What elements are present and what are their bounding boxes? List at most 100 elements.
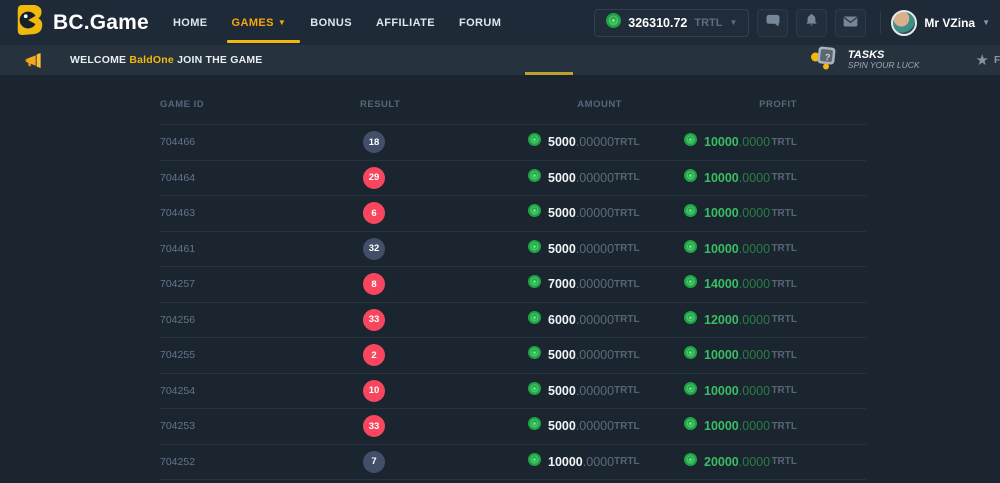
- amount-currency: TRTL: [614, 385, 640, 397]
- amount-currency: TRTL: [614, 243, 640, 255]
- result-cell: 33: [360, 308, 525, 331]
- amount-decimals: .00000: [575, 206, 615, 221]
- game-id-cell: 704256: [160, 313, 196, 326]
- chevron-down-icon: ▼: [982, 18, 990, 27]
- table-row[interactable]: 704466 18 5000 .00000 TRTL 10000 .0000 T…: [160, 124, 866, 160]
- table-row[interactable]: 704256 33 6000 .00000 TRTL 12000 .0000 T…: [160, 301, 866, 338]
- brand-logo[interactable]: BC.Game: [14, 4, 149, 41]
- profit-currency: TRTL: [771, 385, 797, 397]
- profit-cell: 10000 .0000 TRTL: [681, 239, 866, 258]
- profit-decimals: .0000: [738, 277, 771, 292]
- table-row[interactable]: 704252 7 10000 .0000 TRTL 20000 .0000 TR…: [160, 443, 866, 480]
- amount-cell: 5000 .00000 TRTL: [525, 204, 681, 222]
- amount-cell: 10000 .0000 TRTL: [525, 452, 681, 471]
- tasks-title: TASKS: [847, 48, 885, 61]
- profit-integer: 10000: [704, 348, 739, 363]
- table-row[interactable]: 704257 8 7000 .00000 TRTL 14000 .0000 TR…: [160, 266, 866, 302]
- game-id-cell: 704252: [160, 455, 196, 468]
- result-badge: 8: [363, 273, 385, 296]
- coin-icon: [684, 417, 697, 435]
- profit-currency: TRTL: [771, 456, 797, 468]
- coin-icon: [684, 310, 697, 329]
- result-badge: 33: [363, 308, 385, 331]
- profit-decimals: .0000: [738, 170, 771, 185]
- result-badge: 7: [363, 450, 385, 473]
- table-row[interactable]: 704253 33 5000 .00000 TRTL 10000 .0000 T…: [160, 408, 866, 444]
- amount-integer: 5000: [548, 241, 576, 256]
- profit-cell: 10000 .0000 TRTL: [681, 346, 866, 364]
- user-menu[interactable]: Mr VZina ▼: [891, 9, 990, 36]
- bets-table-header: GAME ID RESULT AMOUNT PROFIT: [160, 75, 866, 124]
- main-menu: HOME GAMES ▼ BONUS AFFILIATE FORUM: [173, 0, 501, 45]
- profit-integer: 14000: [704, 277, 739, 292]
- amount-currency: TRTL: [614, 172, 640, 184]
- table-row[interactable]: 704255 2 5000 .00000 TRTL 10000 .0000 TR…: [160, 337, 866, 373]
- coin-icon: [684, 275, 697, 293]
- balance-selector[interactable]: 326310.72 TRTL ▼: [594, 8, 750, 37]
- table-row[interactable]: 704463 6 5000 .00000 TRTL 10000 .0000 TR…: [160, 195, 866, 231]
- messages-button[interactable]: [835, 8, 867, 37]
- navbar-right: 326310.72 TRTL ▼ Mr VZina ▼: [594, 8, 990, 37]
- coin-icon: [684, 346, 697, 364]
- result-badge: 6: [363, 202, 385, 225]
- menu-item-games[interactable]: GAMES ▼: [226, 16, 300, 43]
- menu-item-bonus[interactable]: BONUS: [310, 16, 352, 29]
- amount-decimals: .00000: [575, 241, 615, 256]
- amount-currency: TRTL: [614, 314, 640, 326]
- profit-currency: TRTL: [771, 278, 797, 290]
- menu-item-forum[interactable]: FORUM: [458, 16, 502, 29]
- amount-integer: 5000: [548, 206, 576, 221]
- profit-currency: TRTL: [771, 420, 797, 432]
- tasks-text: TASKS SPIN YOUR LUCK: [848, 49, 920, 71]
- menu-item-affiliate[interactable]: AFFILIATE: [375, 16, 435, 29]
- result-badge: 10: [363, 379, 385, 402]
- profit-currency: TRTL: [771, 314, 797, 326]
- chevron-down-icon: ▼: [729, 18, 738, 27]
- bell-icon: [805, 13, 818, 32]
- chat-bubble-icon: [765, 14, 780, 32]
- user-name: Mr VZina: [924, 15, 976, 30]
- header-result: RESULT: [360, 99, 401, 110]
- chevron-down-icon: ▼: [277, 18, 287, 27]
- amount-cell: 5000 .00000 TRTL: [525, 346, 681, 364]
- coin-icon: [684, 168, 697, 187]
- amount-cell: 6000 .00000 TRTL: [525, 310, 681, 329]
- result-cell: 2: [360, 344, 525, 367]
- coin-icon: [528, 346, 541, 364]
- amount-integer: 10000: [548, 454, 583, 469]
- welcome-message: WELCOME BaldOne JOIN THE GAME: [70, 54, 263, 66]
- bets-table-body: 704466 18 5000 .00000 TRTL 10000 .0000 T…: [160, 124, 866, 480]
- profit-decimals: .0000: [738, 206, 771, 221]
- top-navbar: BC.Game HOME GAMES ▼ BONUS AFFILIATE FORU…: [0, 0, 1000, 45]
- profit-decimals: .0000: [738, 241, 771, 256]
- table-row[interactable]: 704461 32 5000 .00000 TRTL 10000 .0000 T…: [160, 230, 866, 267]
- result-cell: 8: [360, 273, 525, 296]
- amount-decimals: .00000: [575, 383, 615, 398]
- coin-icon: [684, 452, 697, 471]
- coin-icon: [684, 381, 697, 400]
- brand-name: BC.Game: [53, 10, 149, 34]
- amount-integer: 5000: [548, 348, 576, 363]
- amount-currency: TRTL: [614, 278, 640, 290]
- tasks-widget[interactable]: ? TASKS SPIN YOUR LUCK: [810, 45, 920, 75]
- amount-decimals: .00000: [575, 312, 615, 327]
- star-icon[interactable]: ★: [975, 52, 989, 69]
- coin-icon: [606, 12, 622, 33]
- profit-cell: 10000 .0000 TRTL: [681, 204, 866, 222]
- coin-icon: [528, 417, 541, 435]
- profit-currency: TRTL: [771, 243, 797, 255]
- table-row[interactable]: 704254 10 5000 .00000 TRTL 10000 .0000 T…: [160, 372, 866, 409]
- notifications-button[interactable]: [796, 8, 828, 37]
- balance-amount: 326310.72: [628, 15, 688, 30]
- game-id-cell: 704254: [160, 384, 196, 397]
- menu-item-home[interactable]: HOME: [172, 16, 208, 29]
- result-cell: 29: [360, 166, 525, 189]
- profit-cell: 12000 .0000 TRTL: [681, 310, 866, 329]
- table-row[interactable]: 704464 29 5000 .00000 TRTL 10000 .0000 T…: [160, 159, 866, 196]
- result-cell: 32: [360, 237, 525, 260]
- chat-button[interactable]: [757, 8, 789, 37]
- game-id-cell: 704464: [160, 171, 196, 184]
- profit-currency: TRTL: [771, 172, 797, 184]
- result-cell: 7: [360, 450, 525, 473]
- header-amount: AMOUNT: [577, 99, 622, 110]
